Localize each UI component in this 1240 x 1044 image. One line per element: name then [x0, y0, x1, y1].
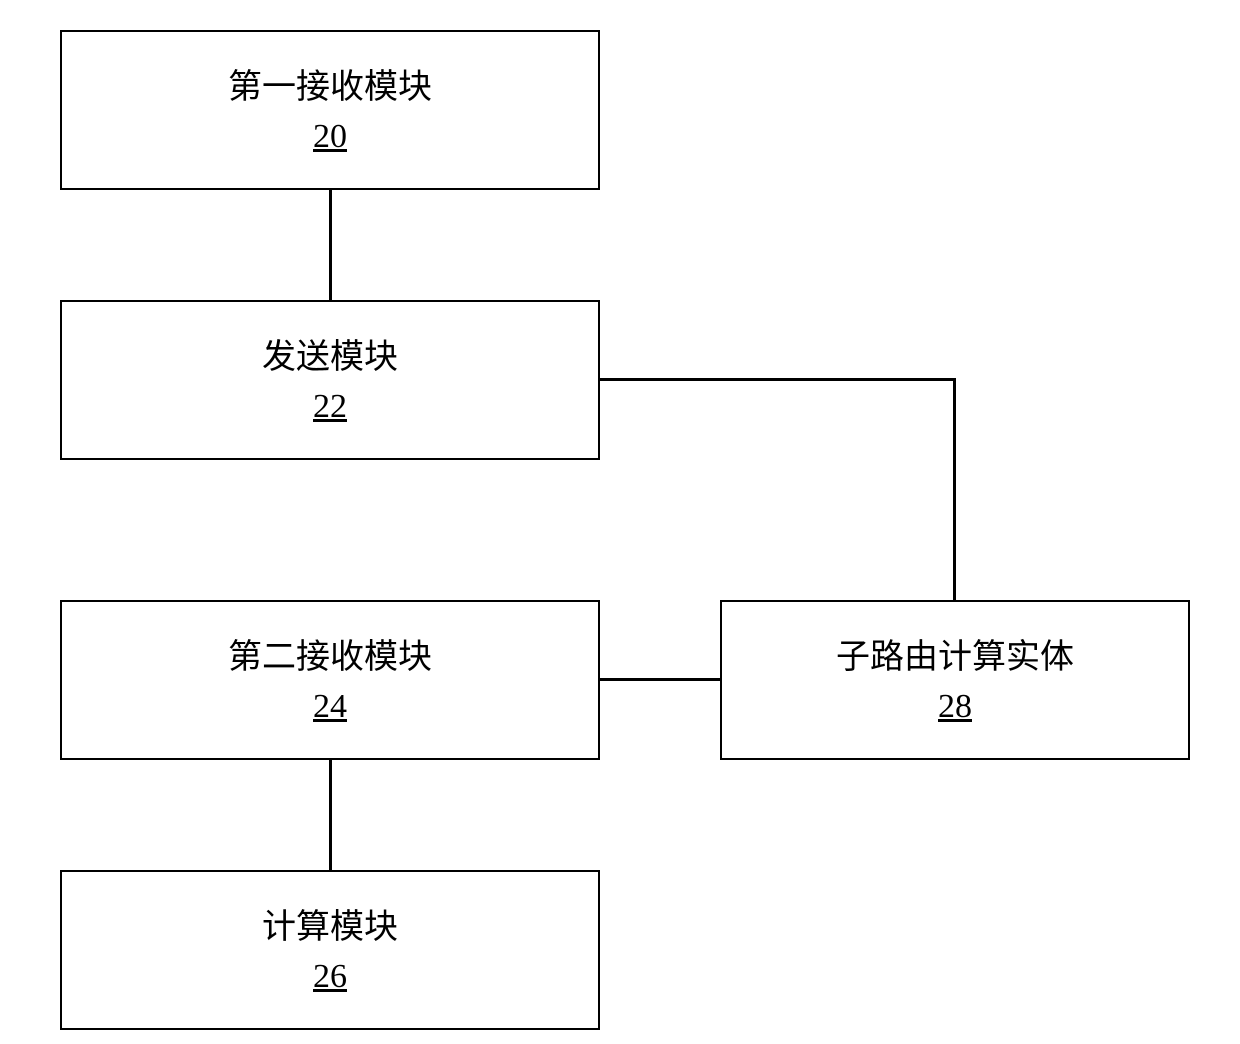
node-compute-module: 计算模块 26 [60, 870, 600, 1030]
edge-22-28-v [953, 378, 956, 600]
node-title: 计算模块 [262, 904, 398, 952]
node-id: 22 [313, 388, 347, 426]
node-id: 20 [313, 118, 347, 156]
node-title: 发送模块 [262, 334, 398, 382]
edge-22-28-h [600, 378, 956, 381]
node-title: 第二接收模块 [228, 634, 432, 682]
node-first-receive-module: 第一接收模块 20 [60, 30, 600, 190]
edge-24-28 [600, 678, 720, 681]
node-title: 子路由计算实体 [836, 634, 1074, 682]
node-second-receive-module: 第二接收模块 24 [60, 600, 600, 760]
edge-24-26 [329, 760, 332, 870]
node-id: 26 [313, 958, 347, 996]
node-send-module: 发送模块 22 [60, 300, 600, 460]
edge-20-22 [329, 190, 332, 300]
node-title: 第一接收模块 [228, 64, 432, 112]
node-id: 24 [313, 688, 347, 726]
node-id: 28 [938, 688, 972, 726]
node-sub-route-compute-entity: 子路由计算实体 28 [720, 600, 1190, 760]
